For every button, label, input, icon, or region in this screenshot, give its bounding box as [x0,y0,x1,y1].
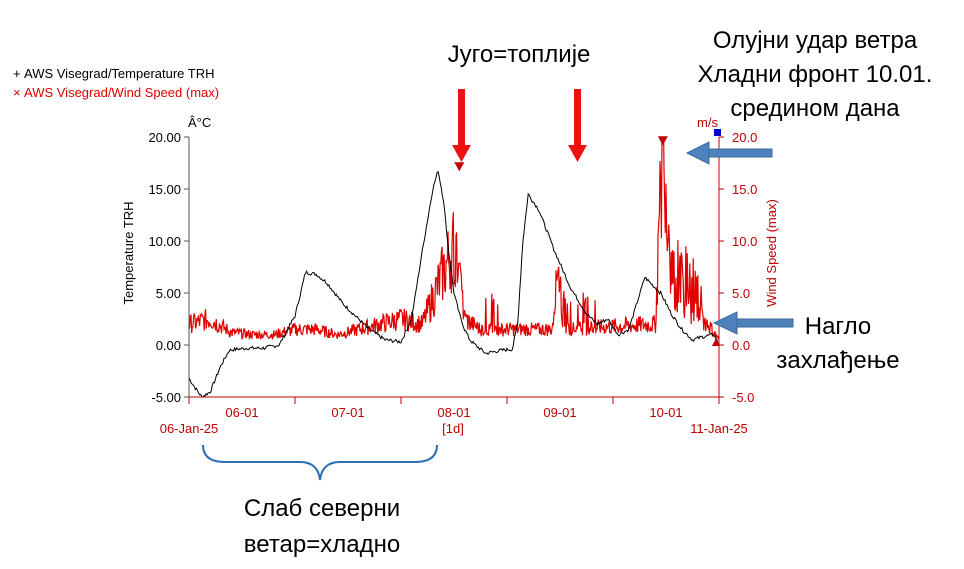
blue-arrow-top [685,141,773,165]
curly-brace [202,444,438,481]
right-tick-label: 0.0 [732,338,750,353]
left-tick-label: 15.00 [148,182,181,197]
annotation-jugo: Југо=топлије [448,41,591,68]
x-start-label: 06-Jan-25 [160,421,219,436]
annotation-weak-line2: ветар=хладно [244,531,400,558]
legend-temperature-marker: + [13,66,21,81]
end-marker [711,339,720,346]
peak-marker [454,162,465,172]
annotation-drop-line1: Нагло [805,313,872,340]
axes [188,137,720,398]
right-tick-labels: 20.0 15.0 10.0 5.0 0.0 -5.0 [719,130,757,405]
x-tick-label: 07-01 [331,405,364,420]
x-tick-label: 10-01 [649,405,682,420]
x-tick-labels: 06-01 07-01 08-01 09-01 10-01 [188,397,720,420]
red-arrow-1 [452,89,471,162]
red-arrow-2 [568,89,587,162]
annotation-storm-line2: Хладни фронт 10.01. [698,61,933,88]
right-tick-label: 20.0 [732,130,757,145]
right-tick-label: 15.0 [732,182,757,197]
left-tick-label: -5.00 [151,390,181,405]
x-tick-label: 08-01 [437,405,470,420]
annotation-weak-line1: Слаб северни [244,495,400,522]
left-tick-label: 0.00 [156,338,181,353]
left-axis-title: Temperature TRH [121,201,136,304]
left-tick-label: 5.00 [156,286,181,301]
left-tick-labels: 20.00 15.00 10.00 5.00 0.00 -5.00 [148,130,189,405]
legend-temperature-label: AWS Visegrad/Temperature TRH [24,66,215,81]
wind-peak-markers [454,136,720,346]
right-tick-label: -5.0 [732,390,754,405]
right-tick-label: 5.0 [732,286,750,301]
x-tick-label: 09-01 [543,405,576,420]
legend-wind-marker: × [13,85,21,100]
temperature-series-line [189,170,719,397]
x-end-label: 11-Jan-25 [690,421,748,436]
annotation-storm-line3: средином дана [730,95,900,122]
right-axis-unit: m/s [697,115,718,130]
annotation-drop-line2: захлађење [776,347,899,374]
left-tick-label: 10.00 [148,234,181,249]
left-axis-unit: Â°C [188,115,211,130]
blue-arrow-bottom [712,311,794,335]
legend-wind-label: AWS Visegrad/Wind Speed (max) [24,85,219,100]
x-interval-label: [1d] [442,421,464,436]
left-tick-label: 20.00 [148,130,181,145]
x-tick-label: 06-01 [225,405,258,420]
blue-marker [714,129,721,136]
red-arrows [452,89,587,162]
peak-marker [657,136,668,146]
legend: + AWS Visegrad/Temperature TRH × AWS Vis… [13,66,219,100]
right-tick-label: 10.0 [732,234,757,249]
right-axis-title: Wind Speed (max) [764,199,779,307]
annotation-storm-line1: Олујни удар ветра [713,27,918,54]
wind-series-line [189,137,719,341]
